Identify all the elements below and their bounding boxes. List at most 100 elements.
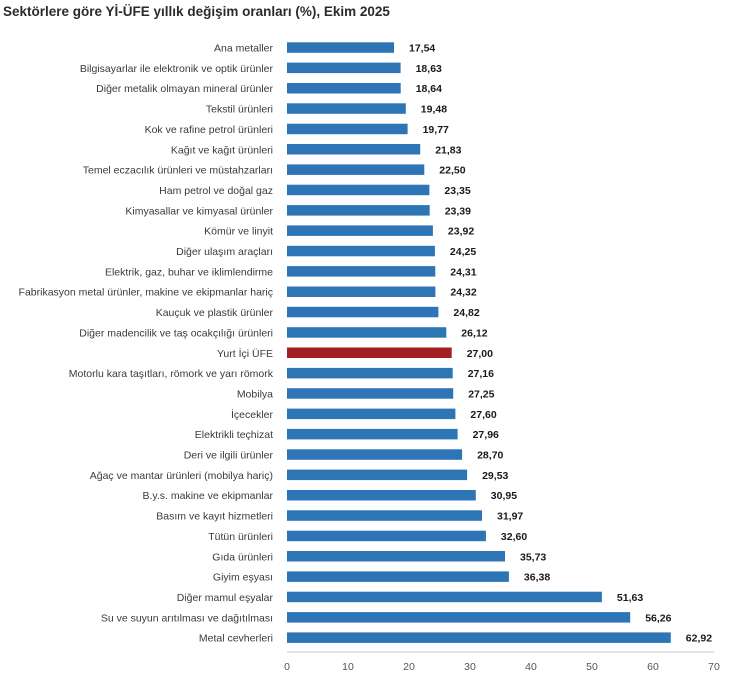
value-label: 23,35	[444, 185, 470, 197]
value-label: 36,38	[524, 572, 550, 584]
category-label: Deri ve ilgili ürünler	[184, 450, 274, 462]
category-label: Diğer mamul eşyalar	[177, 592, 274, 604]
category-label: Gıda ürünleri	[212, 551, 273, 563]
category-label: Ana metaller	[214, 43, 273, 55]
category-label: Tekstil ürünleri	[206, 104, 273, 116]
bar	[287, 144, 421, 155]
value-label: 24,31	[450, 266, 476, 278]
value-labels: 17,54 18,63 18,64 19,48 19,77 21,83 22,50 23,35…	[409, 43, 712, 645]
bar	[287, 469, 468, 481]
bar	[287, 428, 458, 440]
value-label: 23,39	[445, 205, 471, 217]
x-tick-label: 30	[464, 661, 476, 673]
bar	[287, 266, 436, 277]
bar	[287, 551, 505, 562]
value-label: 35,73	[520, 551, 546, 563]
bar	[287, 225, 433, 236]
category-label: Yurt İçi ÜFE	[217, 347, 273, 360]
bar	[287, 205, 430, 216]
value-label: 22,50	[439, 165, 465, 177]
value-label: 24,82	[453, 307, 479, 319]
category-label: Kauçuk ve plastik ürünler	[156, 307, 274, 319]
value-label: 18,64	[416, 83, 442, 95]
category-label: Kömür ve linyit	[204, 226, 273, 238]
category-label: Basım ve kayıt hizmetleri	[156, 511, 273, 523]
bar	[287, 245, 435, 257]
x-tick-label: 0	[284, 661, 290, 673]
value-label: 24,25	[450, 246, 476, 258]
category-label: Kok ve rafine petrol ürünleri	[145, 124, 273, 136]
bar	[287, 388, 454, 399]
value-label: 28,70	[477, 450, 503, 462]
bars-group	[287, 42, 671, 643]
bar	[287, 286, 436, 297]
category-label: Diğer metalik olmayan mineral ürünler	[96, 83, 273, 95]
x-tick-label: 60	[647, 661, 659, 673]
value-label: 18,63	[416, 63, 442, 75]
bar	[287, 42, 394, 53]
bar	[287, 347, 452, 358]
category-label: Ham petrol ve doğal gaz	[159, 185, 273, 197]
value-label: 27,16	[468, 368, 494, 380]
x-tick-label: 70	[708, 661, 720, 673]
bar	[287, 490, 476, 501]
category-label: Diğer ulaşım araçları	[176, 246, 273, 258]
bar	[287, 571, 509, 582]
x-tick-label: 50	[586, 661, 598, 673]
bar	[287, 306, 439, 318]
value-label: 23,92	[448, 226, 474, 238]
category-label: Elektrik, gaz, buhar ve iklimlendirme	[105, 266, 273, 278]
category-label: Elektrikli teçhizat	[195, 429, 273, 441]
x-tick-label: 20	[403, 661, 415, 673]
category-label: İçecekler	[231, 408, 274, 421]
category-label: Bilgisayarlar ile elektronik ve optik ür…	[80, 63, 274, 75]
value-label: 56,26	[645, 612, 671, 624]
value-label: 26,12	[461, 327, 487, 339]
bar	[287, 632, 671, 643]
bar	[287, 327, 447, 338]
category-label: Ağaç ve mantar ürünleri (mobilya hariç)	[90, 470, 273, 482]
category-label: Diğer madencilik ve taş ocakçılığı ürünl…	[79, 327, 273, 339]
value-label: 17,54	[409, 43, 435, 55]
category-label: B.y.s. makine ve ekipmanlar	[142, 490, 273, 502]
value-label: 27,96	[473, 429, 499, 441]
category-label: Kağıt ve kağıt ürünleri	[171, 144, 273, 156]
bar	[287, 123, 408, 135]
bar	[287, 367, 453, 379]
bar	[287, 164, 425, 175]
x-tick-label: 10	[342, 661, 354, 673]
value-label: 51,63	[617, 592, 643, 604]
x-axis-ticks: 0 10 20 30 40 50 60 70	[284, 661, 720, 673]
value-label: 30,95	[491, 490, 517, 502]
bar	[287, 530, 486, 542]
category-label: Su ve suyun arıtılması ve dağıtılması	[101, 612, 273, 624]
value-label: 62,92	[686, 633, 712, 645]
value-label: 21,83	[435, 144, 461, 156]
x-tick-label: 40	[525, 661, 537, 673]
value-label: 31,97	[497, 511, 523, 523]
bar	[287, 103, 406, 114]
chart-title: Sektörlere göre Yİ-ÜFE yıllık değişim or…	[3, 4, 390, 19]
category-label: Temel eczacılık ürünleri ve müstahzarlar…	[83, 165, 273, 177]
bar	[287, 591, 602, 603]
bar	[287, 408, 456, 420]
bar	[287, 510, 482, 521]
value-label: 27,25	[468, 389, 494, 401]
value-label: 27,00	[467, 348, 493, 360]
value-label: 29,53	[482, 470, 508, 482]
value-label: 24,32	[450, 287, 476, 299]
category-label: Kimyasallar ve kimyasal ürünler	[125, 205, 273, 217]
value-label: 19,77	[423, 124, 449, 136]
category-label: Tütün ürünleri	[208, 531, 273, 543]
bar	[287, 449, 463, 460]
category-label: Giyim eşyası	[213, 572, 273, 584]
bar	[287, 83, 401, 94]
category-label: Mobilya	[237, 389, 273, 401]
value-label: 32,60	[501, 531, 527, 543]
category-label: Motorlu kara taşıtları, römork ve yarı r…	[69, 368, 274, 380]
value-label: 19,48	[421, 104, 447, 116]
bar	[287, 62, 401, 74]
category-labels: Ana metaller Bilgisayarlar ile elektronik…	[19, 43, 274, 645]
bar	[287, 184, 430, 196]
